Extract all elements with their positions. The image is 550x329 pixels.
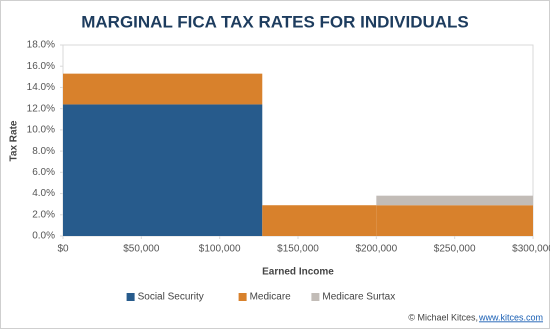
x-tick-label: $200,000 <box>355 244 397 255</box>
y-axis-label: Tax Rate <box>9 120 20 161</box>
y-tick-label: 12.0% <box>27 103 55 114</box>
y-tick-label: 2.0% <box>32 209 55 220</box>
x-axis-label: Earned Income <box>262 267 334 278</box>
legend-swatch <box>311 293 320 301</box>
legend-swatch <box>238 293 247 301</box>
y-tick-label: 4.0% <box>32 188 55 199</box>
y-tick-label: 0.0% <box>32 231 55 242</box>
x-tick-label: $300,000 <box>512 244 550 255</box>
step-segment <box>376 205 533 236</box>
x-tick-label: $100,000 <box>199 244 241 255</box>
y-tick-label: 6.0% <box>32 167 55 178</box>
y-tick-label: 10.0% <box>27 125 55 136</box>
y-tick-label: 14.0% <box>27 82 55 93</box>
y-tick-label: 8.0% <box>32 146 55 157</box>
legend-label: Social Security <box>138 292 204 303</box>
x-tick-label: $250,000 <box>434 244 476 255</box>
legend-label: Medicare Surtax <box>322 292 395 303</box>
step-segment <box>63 104 263 236</box>
legend-label: Medicare <box>250 292 292 303</box>
x-tick-label: $150,000 <box>277 244 319 255</box>
y-tick-label: 18.0% <box>27 40 55 51</box>
footer-credit: © Michael Kitces, <box>408 312 478 322</box>
y-tick-label: 16.0% <box>27 61 55 72</box>
step-segment <box>63 73 263 105</box>
step-segment <box>262 205 377 236</box>
legend-swatch <box>126 293 135 301</box>
chart-title: MARGINAL FICA TAX RATES FOR INDIVIDUALS <box>81 12 469 31</box>
x-tick-label: $50,000 <box>123 244 160 255</box>
footer-link[interactable]: www.kitces.com <box>478 312 543 322</box>
x-tick-label: $0 <box>57 244 69 255</box>
step-segment <box>376 195 533 206</box>
